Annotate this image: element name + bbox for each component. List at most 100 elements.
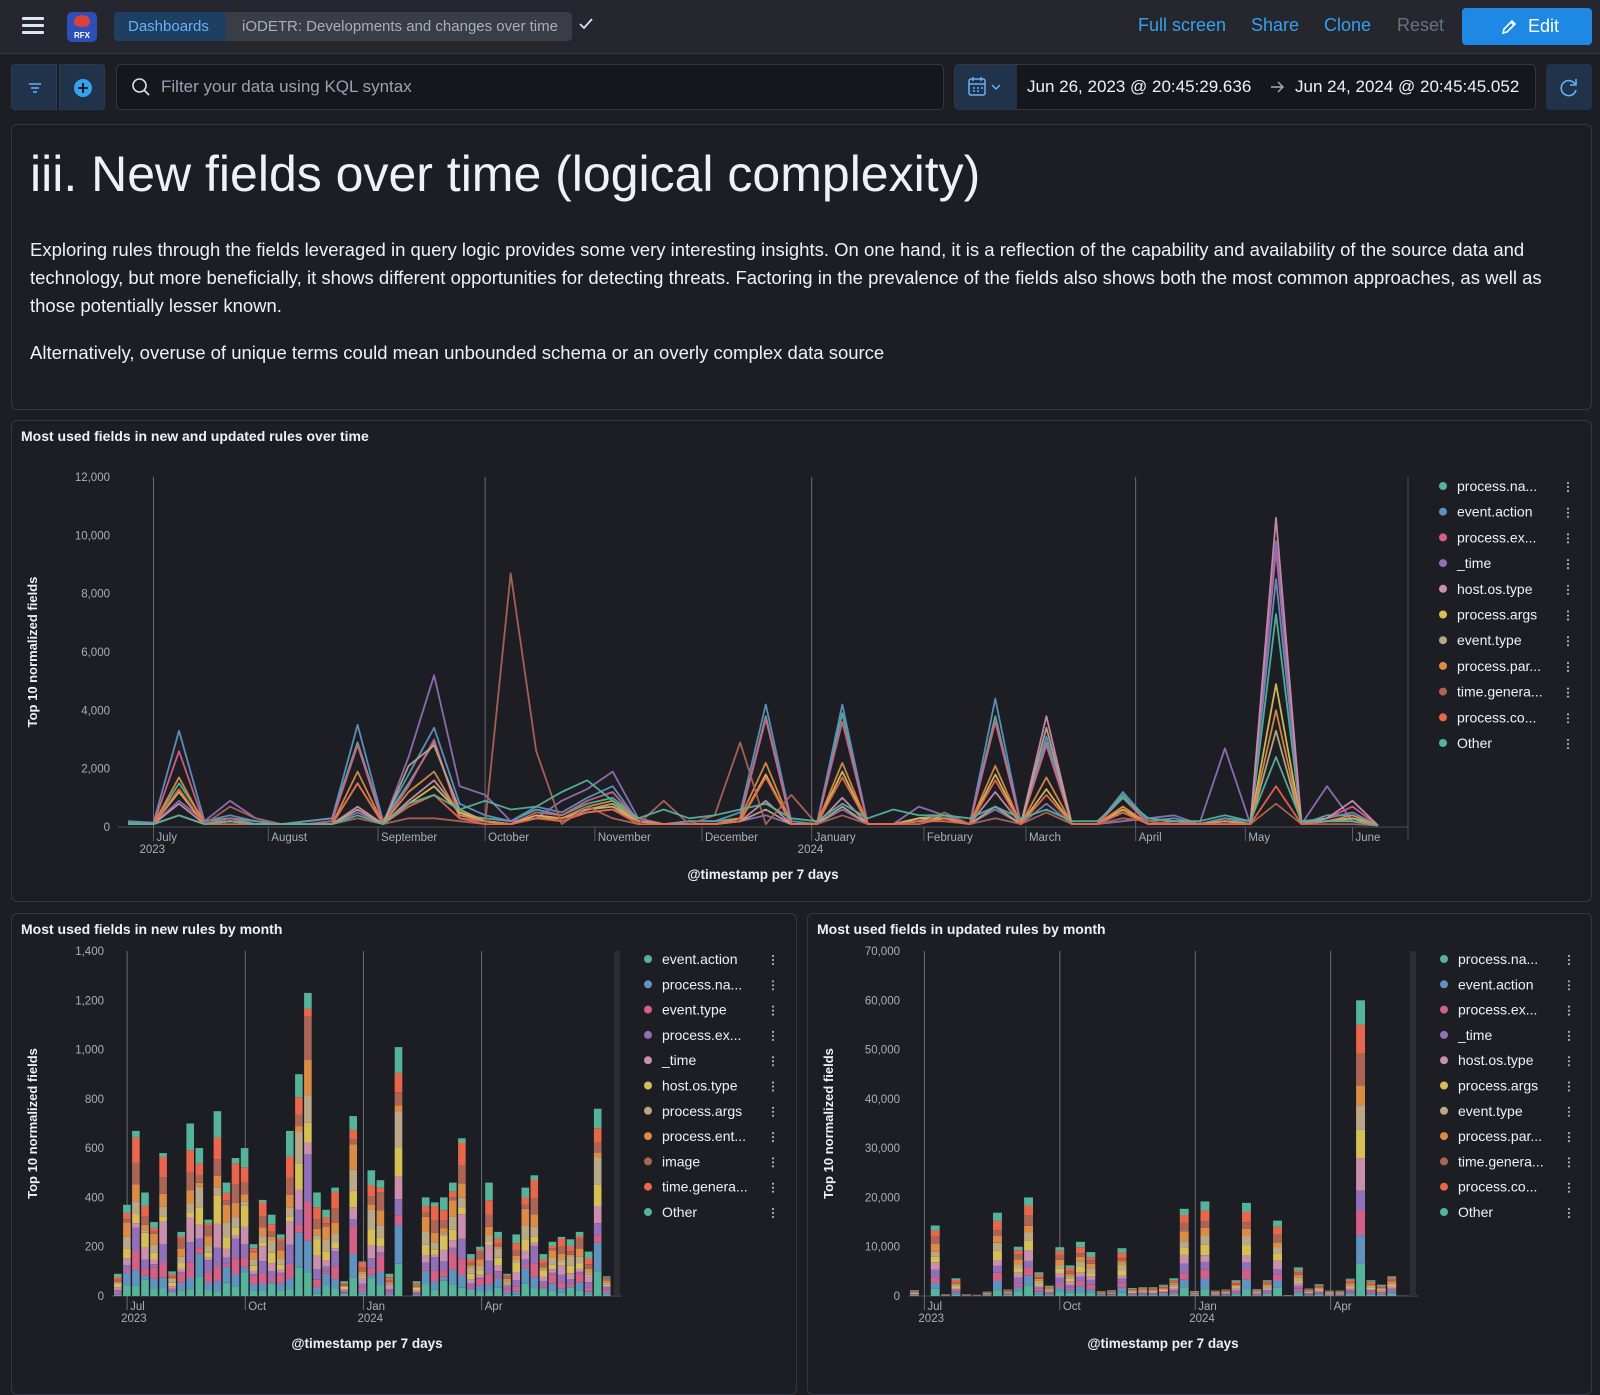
- bar1-bar-segment: [521, 1250, 530, 1260]
- clone-link[interactable]: Clone: [1324, 15, 1372, 35]
- bar1-bar-segment: [295, 1074, 303, 1098]
- bar2-bar-segment: [1107, 1294, 1116, 1295]
- bar1-bar-segment: [440, 1220, 448, 1229]
- app-logo[interactable]: RFX: [67, 12, 97, 42]
- bar1-bar-segment: [231, 1274, 240, 1287]
- bar1-legend-label: process.ent...: [662, 1128, 746, 1144]
- bar1-bar-segment: [177, 1263, 185, 1269]
- reset-link[interactable]: Reset: [1397, 15, 1445, 35]
- bar2-bar-segment: [1024, 1232, 1033, 1241]
- bar2-bar-segment: [1231, 1283, 1241, 1285]
- bar1-bar-segment: [449, 1229, 457, 1241]
- bar2-bar-segment: [1055, 1247, 1065, 1251]
- bar1-bar-segment: [412, 1281, 421, 1284]
- bar2-x-tick-sublabel: 2024: [1189, 1313, 1215, 1325]
- bar2-bar-segment: [1221, 1293, 1231, 1295]
- start-date[interactable]: Jun 26, 2023 @ 20:45:29.636: [1027, 77, 1252, 96]
- bar1-bar-segment: [123, 1270, 131, 1273]
- bar1-bar-segment: [277, 1264, 285, 1270]
- bar1-bar-segment: [195, 1276, 204, 1296]
- bar1-bar-segment: [231, 1258, 240, 1275]
- bar2-bar-segment: [1231, 1290, 1241, 1292]
- bar1-bar-segment: [521, 1283, 530, 1296]
- new-rules-bar-chart[interactable]: Top 10 normalized fields 0 200 400 600 800 1,0…: [11, 943, 797, 1395]
- bar1-bar-segment: [440, 1228, 448, 1234]
- bar2-bar-segment: [982, 1295, 992, 1296]
- bar1-bar-segment: [132, 1214, 140, 1223]
- check-icon[interactable]: [578, 16, 594, 32]
- bar1-bar-segment: [132, 1227, 140, 1251]
- filter-options-button[interactable]: [11, 64, 57, 110]
- bar1-bar-segment: [512, 1294, 520, 1296]
- line-series-4: [128, 516, 1379, 827]
- bar2-bar-segment: [1242, 1202, 1251, 1212]
- bar1-bar-segment: [566, 1286, 575, 1288]
- bar1-bar-segment: [168, 1279, 176, 1283]
- bar1-bar-segment: [340, 1284, 348, 1286]
- bar1-bar-segment: [141, 1216, 149, 1225]
- line-chart[interactable]: Top 10 normalized fields 0 2,000 4,000 6,000…: [11, 450, 1592, 900]
- bar1-y-axis-label: Top 10 normalized fields: [25, 1048, 40, 1199]
- search-input[interactable]: [161, 65, 921, 109]
- refresh-button[interactable]: [1546, 64, 1592, 110]
- full-screen-link[interactable]: Full screen: [1138, 15, 1227, 35]
- bar1-bar-segment: [331, 1248, 339, 1251]
- bar1-bar-segment: [430, 1242, 439, 1250]
- line-legend-more-icon: [1566, 614, 1570, 617]
- kql-search[interactable]: [116, 64, 944, 110]
- breadcrumb-current[interactable]: iODETR: Developments and changes over ti…: [226, 12, 572, 41]
- bar1-legend-swatch: [644, 1132, 652, 1141]
- bar1-bar-segment: [503, 1284, 511, 1286]
- bar1-bar-segment: [231, 1184, 240, 1203]
- refresh-icon: [1560, 79, 1577, 97]
- bar1-legend-label: process.na...: [662, 976, 742, 992]
- bar2-bar-segment: [1076, 1253, 1085, 1257]
- updated-rules-bar-chart[interactable]: Top 10 normalized fields 0 10,000 20,000 30,…: [807, 943, 1592, 1395]
- bar2-bar-segment: [1200, 1227, 1210, 1236]
- bar2-bar-segment: [1159, 1284, 1168, 1286]
- bar2-bar-segment: [1376, 1288, 1386, 1291]
- date-range-picker[interactable]: Jun 26, 2023 @ 20:45:29.636 Jun 24, 2024…: [954, 64, 1536, 110]
- bar1-bar-segment: [548, 1269, 557, 1273]
- bar2-bar-segment: [1273, 1269, 1282, 1275]
- bar1-legend-swatch: [644, 1208, 652, 1216]
- end-date[interactable]: Jun 24, 2024 @ 20:45:45.052: [1295, 77, 1520, 96]
- markdown-panel: [11, 124, 1592, 410]
- bar1-bar-segment: [367, 1229, 376, 1246]
- bar1-bar-segment: [485, 1241, 493, 1245]
- edit-button[interactable]: Edit: [1462, 8, 1592, 45]
- breadcrumb-dashboards[interactable]: Dashboards: [114, 12, 236, 41]
- bar1-bar-segment: [168, 1276, 176, 1279]
- bar2-bar-segment: [1127, 1291, 1137, 1292]
- bar1-bar-segment: [231, 1238, 240, 1259]
- bar2-bar-segment: [1065, 1270, 1075, 1275]
- bar2-bar-segment: [1159, 1289, 1168, 1292]
- bar2-legend-more-icon: [1567, 1009, 1571, 1012]
- line-legend-more-icon: [1566, 515, 1570, 518]
- add-filter-button[interactable]: [59, 64, 105, 110]
- bar1-bar-segment: [150, 1222, 158, 1228]
- filter-icon: [29, 83, 41, 93]
- bar2-bar-segment: [1190, 1295, 1199, 1296]
- bar1-bar-segment: [213, 1291, 222, 1296]
- bar2-bar-segment: [1221, 1295, 1231, 1296]
- bar1-bar-segment: [258, 1261, 267, 1274]
- bar1-legend-more-icon: [771, 1186, 775, 1189]
- bar2-bar-segment: [1293, 1272, 1303, 1275]
- bar1-bar-segment: [485, 1214, 493, 1227]
- bar1-bar-segment: [557, 1253, 566, 1260]
- bar2-bar-segment: [1356, 1190, 1365, 1211]
- quick-date-button[interactable]: [955, 65, 1017, 109]
- share-link[interactable]: Share: [1251, 15, 1300, 35]
- bar1-bar-segment: [521, 1187, 530, 1198]
- bar2-legend-more-icon: [1567, 984, 1571, 987]
- bar1-bar-segment: [539, 1269, 548, 1271]
- bar1-bar-segment: [295, 1163, 303, 1190]
- menu-icon[interactable]: [22, 17, 44, 35]
- new-rules-chart-panel: [11, 913, 797, 1395]
- bar1-bar-segment: [304, 1095, 312, 1123]
- bar1-bar-segment: [304, 1142, 312, 1155]
- bar1-bar-segment: [177, 1238, 185, 1249]
- line-x-tick-label: October: [488, 832, 529, 844]
- bar2-bar-segment: [910, 1292, 919, 1293]
